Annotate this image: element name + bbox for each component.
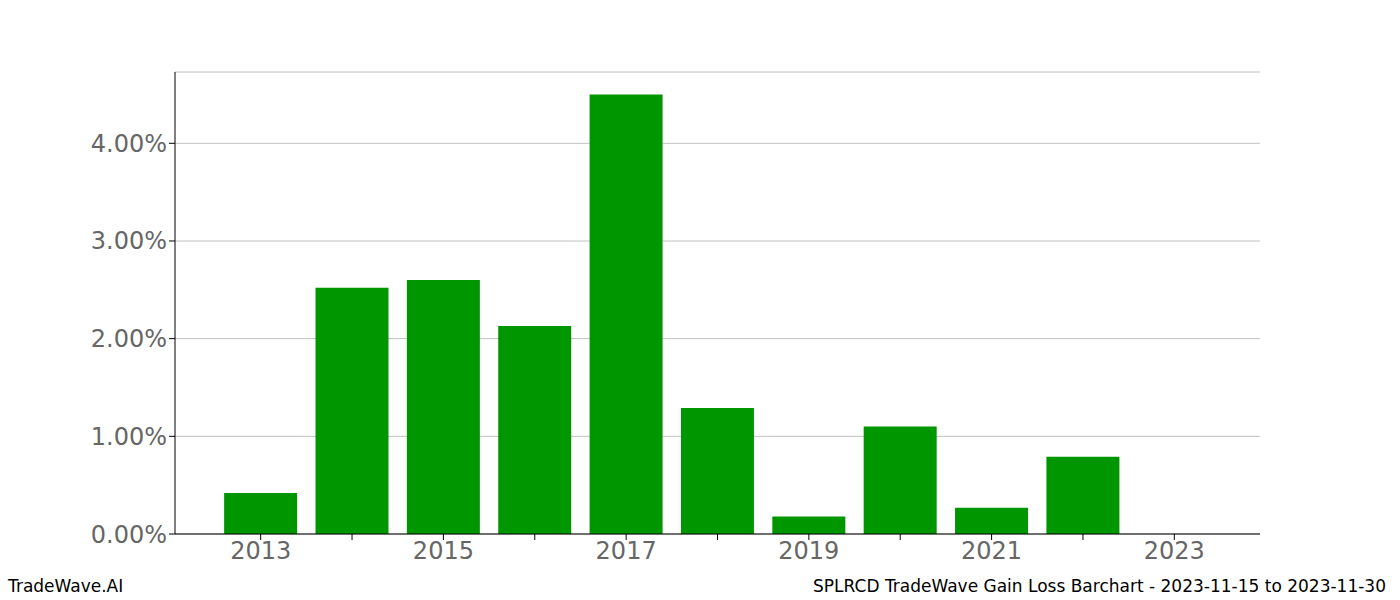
svg-text:2.00%: 2.00% <box>91 325 167 353</box>
svg-text:2019: 2019 <box>778 537 839 565</box>
svg-text:4.00%: 4.00% <box>91 130 167 158</box>
svg-text:3.00%: 3.00% <box>91 227 167 255</box>
html-text:TradeWave.AI: TradeWave.AI <box>8 576 124 596</box>
svg-text:2015: 2015 <box>413 537 474 565</box>
svg-text:2017: 2017 <box>596 537 657 565</box>
svg-text:2021: 2021 <box>961 537 1022 565</box>
svg-text:2023: 2023 <box>1144 537 1205 565</box>
html-text:SPLRCD TradeWave Gain Loss Bar: SPLRCD TradeWave Gain Loss Barchart - 20… <box>813 576 1386 596</box>
svg-text:2013: 2013 <box>230 537 291 565</box>
svg-text:0.00%: 0.00% <box>91 521 167 549</box>
svg-text:1.00%: 1.00% <box>91 423 167 451</box>
